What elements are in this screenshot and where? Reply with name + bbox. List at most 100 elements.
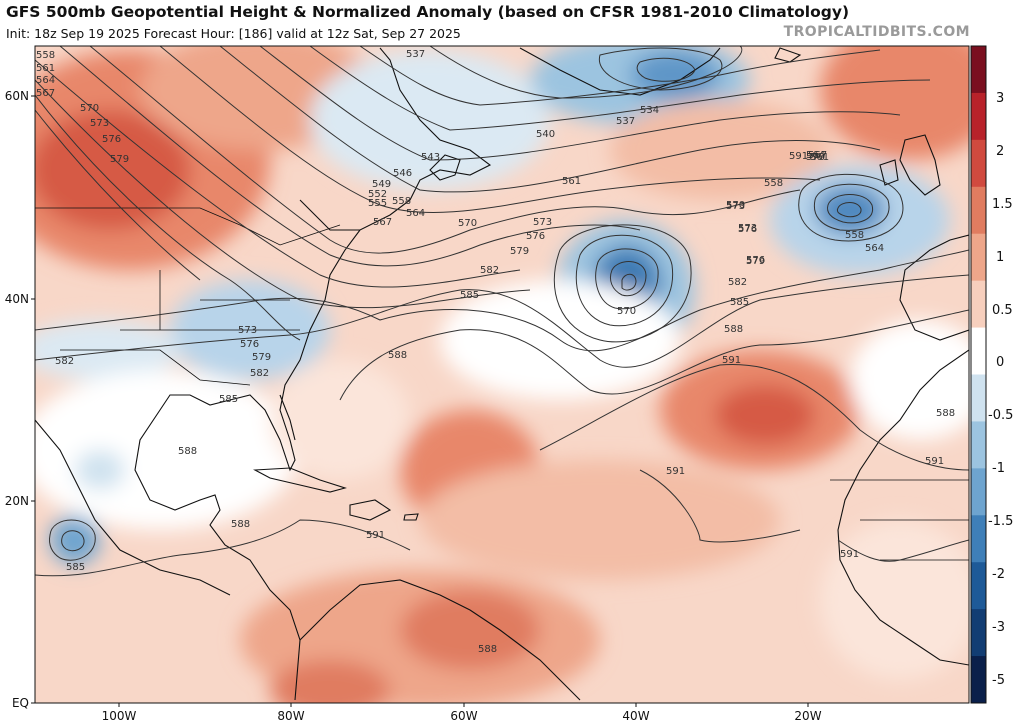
contour-label: 582 [55, 356, 74, 367]
contour-label: 564 [406, 208, 425, 219]
contour-label: 567 [36, 88, 55, 99]
contour-label: 579 [252, 352, 271, 363]
longitude-axis: 100W 80W 60W 40W 20W [102, 703, 822, 723]
colorbar-segment [971, 468, 986, 516]
contour-label: 570 [806, 152, 825, 163]
colorbar-label: 0.5 [992, 303, 1013, 318]
lon-label: 40W [622, 709, 649, 723]
contour-label: 588 [178, 446, 197, 457]
contour-label: 573 [738, 223, 757, 234]
contour-label: 591 [789, 151, 808, 162]
colorbar-label: 0 [996, 355, 1004, 370]
contour-label: 537 [406, 49, 425, 60]
contour-label: 558 [36, 50, 55, 61]
colorbar-label: -5 [992, 673, 1005, 688]
contour-label: 570 [80, 103, 99, 114]
political-boundaries [35, 207, 969, 561]
contour-label: 573 [726, 201, 745, 212]
colorbar-label: -3 [992, 620, 1005, 635]
lon-label: 80W [277, 709, 304, 723]
contour-label: 588 [724, 324, 743, 335]
contour-label: 576 [738, 224, 757, 235]
colorbar-segment [971, 609, 986, 657]
site-credit[interactable]: TROPICALTIDBITS.COM [783, 24, 970, 40]
contour-label: 585 [66, 562, 85, 573]
colorbar-segment [971, 186, 986, 235]
contour-label: 582 [250, 368, 269, 379]
colorbar-label: -1.5 [988, 514, 1013, 529]
contour-label: 585 [730, 297, 749, 308]
colorbar-label: -1 [992, 461, 1005, 476]
height-contours [35, 46, 969, 577]
contour-label: 588 [478, 644, 497, 655]
contour-label: 570 [617, 306, 636, 317]
colorbar-labels: 3 2 1.5 1 0.5 0 -0.5 -1 -1.5 -2 -3 -5 [988, 91, 1013, 688]
contour-label: 591 [840, 549, 859, 560]
lat-label: 40N [5, 292, 29, 306]
colorbar-label: -0.5 [988, 408, 1013, 423]
colorbar-segment [971, 562, 986, 610]
colorbar-segment [971, 46, 986, 94]
contour-label: 543 [421, 152, 440, 163]
contour-label: 561 [810, 152, 829, 163]
colorbar-segment [971, 327, 986, 375]
colorbar [970, 45, 987, 704]
lat-label: EQ [12, 696, 29, 710]
colorbar-frame [970, 45, 987, 704]
colorbar-segment [971, 421, 986, 469]
map-panel: 537 534 537 540 543 546 549 552 555 558 … [35, 46, 969, 703]
contour-label: 588 [936, 408, 955, 419]
contour-label: 573 [238, 325, 257, 336]
colorbar-label: 1.5 [992, 197, 1013, 212]
contour-label: 558 [764, 178, 783, 189]
contour-label: 585 [219, 394, 238, 405]
anomaly-shading [35, 46, 969, 703]
contour-label: 585 [460, 290, 479, 301]
lon-label: 60W [450, 709, 477, 723]
contour-label: 579 [110, 154, 129, 165]
colorbar-label: 2 [996, 144, 1004, 159]
contour-label: 546 [393, 168, 412, 179]
map-subtitle: Init: 18z Sep 19 2025 Forecast Hour: [18… [6, 26, 461, 41]
coastlines [35, 47, 969, 701]
latitude-axis: 60N 40N 20N EQ [5, 89, 35, 710]
contour-label: 555 [368, 198, 387, 209]
colorbar-segment [971, 233, 986, 282]
contour-label: 573 [533, 217, 552, 228]
contour-label: 564 [36, 75, 55, 86]
contour-label: 582 [480, 265, 499, 276]
contour-label: 588 [388, 350, 407, 361]
contour-label: 576 [102, 134, 121, 145]
contour-label: 582 [728, 277, 747, 288]
contour-label: 561 [36, 63, 55, 74]
contour-label: 564 [865, 243, 884, 254]
contour-label: 540 [536, 129, 555, 140]
contour-label: 591 [925, 456, 944, 467]
contour-label: 576 [746, 255, 765, 266]
contour-label: 591 [722, 355, 741, 366]
lon-label: 20W [794, 709, 821, 723]
contour-label: 561 [562, 176, 581, 187]
colorbar-segment [971, 92, 986, 141]
contour-label: 576 [240, 339, 259, 350]
contour-label: 558 [392, 196, 411, 207]
contour-label: 591 [366, 530, 385, 541]
colorbar-label: 1 [996, 250, 1004, 265]
map-title: GFS 500mb Geopotential Height & Normaliz… [6, 3, 850, 21]
lat-label: 20N [5, 494, 29, 508]
map-frame [34, 45, 970, 704]
contour-label: 564 [806, 150, 825, 161]
contour-labels: 537 534 537 540 543 546 549 552 555 558 … [36, 49, 955, 655]
contour-label: 570 [726, 200, 745, 211]
colorbar-segment [971, 656, 986, 704]
lat-label: 60N [5, 89, 29, 103]
colorbar-label: -2 [992, 567, 1005, 582]
contour-label: 588 [231, 519, 250, 530]
colorbar-segment [971, 515, 986, 563]
contour-label: 537 [616, 116, 635, 127]
contour-label: 558 [845, 230, 864, 241]
contour-label: 552 [368, 189, 387, 200]
colorbar-segment [971, 139, 986, 188]
contour-label: 549 [372, 179, 391, 190]
colorbar-segment [971, 374, 986, 422]
